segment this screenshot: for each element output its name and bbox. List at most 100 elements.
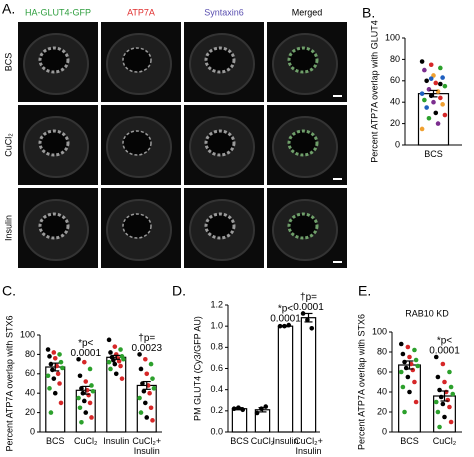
data-point	[45, 347, 51, 352]
data-point	[440, 401, 446, 407]
y-tick-label: 0.0	[210, 426, 223, 436]
data-point	[148, 361, 154, 367]
data-point	[119, 376, 125, 381]
column-header: HA-GLUT4-GFP	[25, 7, 91, 17]
data-point	[442, 379, 447, 385]
nucleus-ring	[38, 212, 70, 240]
x-tick-label: CuCl₂	[433, 436, 457, 446]
nucleus-ring	[204, 129, 236, 157]
data-point	[52, 355, 58, 361]
data-point	[405, 374, 411, 380]
data-point	[150, 376, 155, 381]
data-point	[57, 352, 62, 357]
data-point	[82, 398, 87, 404]
data-point	[137, 352, 142, 357]
data-point	[424, 78, 429, 84]
data-point	[87, 366, 93, 372]
x-tick-label: BCS	[46, 436, 65, 446]
data-point	[398, 369, 404, 375]
panel-label: E.	[358, 283, 371, 299]
data-point	[90, 388, 96, 394]
data-point	[138, 410, 144, 415]
data-point	[433, 354, 439, 360]
nucleus-ring	[287, 129, 319, 157]
annotation: 0.0001	[270, 314, 301, 325]
data-point	[445, 397, 451, 403]
data-point	[106, 337, 112, 343]
data-point	[426, 115, 432, 121]
x-tick-label: CuCl₂	[74, 436, 98, 446]
data-point	[407, 389, 412, 395]
data-point	[413, 357, 419, 363]
y-tick-label: 100	[385, 32, 400, 42]
data-point	[143, 356, 148, 362]
data-point	[435, 121, 441, 126]
nucleus-ring	[204, 212, 236, 240]
data-point	[60, 365, 65, 371]
bar	[277, 325, 294, 433]
x-tick-label: CuCl₂+ Insulin	[294, 436, 323, 456]
annotation: 0.0001	[293, 302, 324, 313]
annotation: 0.0001	[70, 348, 101, 359]
annotation: *p<	[278, 304, 293, 315]
x-tick-label: BCS	[400, 436, 419, 446]
annotation: *p<	[437, 336, 452, 347]
data-point	[89, 383, 94, 388]
bar	[136, 384, 157, 433]
data-point	[143, 400, 148, 406]
data-point	[447, 404, 452, 410]
data-point	[57, 381, 62, 386]
data-point	[58, 400, 64, 406]
data-point	[400, 351, 406, 357]
data-point	[435, 374, 441, 380]
column-header: Merged	[292, 7, 323, 17]
bar	[231, 408, 248, 433]
data-point	[419, 126, 425, 132]
bar	[398, 364, 421, 433]
nucleus-ring	[38, 46, 70, 74]
bar	[300, 317, 317, 433]
data-point	[80, 390, 86, 396]
data-point	[438, 65, 443, 71]
data-point	[83, 410, 89, 415]
data-point	[438, 81, 443, 87]
data-point	[48, 410, 54, 415]
data-point	[58, 359, 64, 365]
y-tick-label: 100	[372, 326, 387, 336]
data-point	[412, 347, 417, 353]
nucleus-ring	[204, 46, 236, 74]
data-point	[419, 59, 425, 64]
data-point	[140, 381, 145, 386]
data-point	[150, 418, 155, 423]
y-tick-label: 1.0	[210, 321, 223, 331]
nucleus-ring	[287, 46, 319, 74]
data-point	[137, 395, 142, 401]
y-tick-label: 20	[390, 118, 400, 128]
data-point	[440, 102, 445, 107]
y-tick-label: 40	[25, 388, 35, 398]
data-point	[151, 386, 157, 391]
annotation: *p<	[78, 338, 93, 349]
data-point	[48, 361, 54, 367]
annotation: †p=	[300, 292, 317, 303]
y-axis-label: Percent ATP7A overlap with STX6	[356, 314, 366, 450]
data-point	[422, 97, 427, 103]
data-point	[415, 363, 421, 369]
data-point	[277, 323, 283, 329]
y-axis-label: Percent ATP7A overlap with GLUT4	[369, 20, 379, 162]
y-tick-label: 0	[395, 139, 400, 149]
data-point	[448, 419, 454, 425]
y-axis-label: PM GLUT4 (Cy3/GFP AU)	[192, 316, 202, 421]
data-point	[47, 386, 52, 391]
data-point	[437, 424, 442, 430]
data-point	[83, 379, 89, 384]
data-point	[112, 344, 118, 349]
data-point	[450, 391, 456, 397]
x-tick-label: Insulin	[103, 436, 129, 446]
data-point	[442, 112, 448, 118]
y-tick-label: 100	[20, 329, 35, 339]
data-point	[51, 350, 57, 355]
data-point	[428, 62, 434, 68]
data-point	[433, 399, 439, 405]
